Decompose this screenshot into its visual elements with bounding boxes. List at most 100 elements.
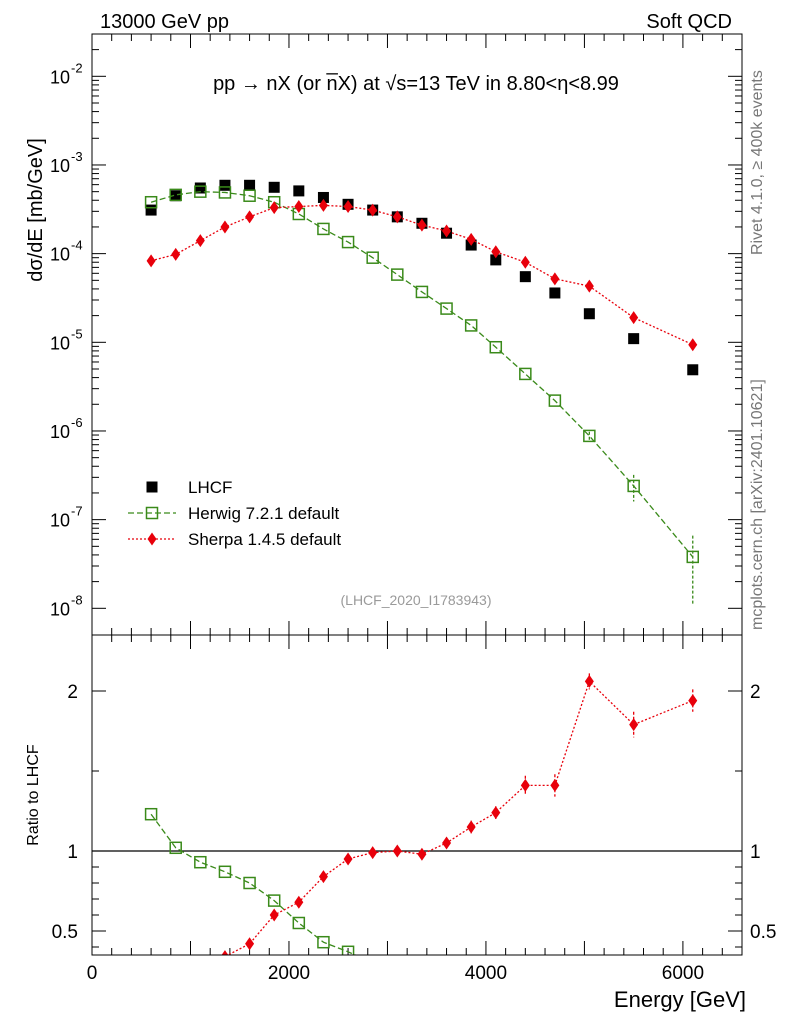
ratio-point bbox=[196, 965, 205, 978]
ratio-point bbox=[520, 993, 531, 1004]
data-point bbox=[550, 272, 560, 286]
data-point bbox=[144, 195, 158, 209]
side-label-bottom: mcplots.cern.ch [arXiv:2401.10621] bbox=[749, 379, 766, 630]
ratio-y-tick-label: 0.5 bbox=[52, 922, 78, 943]
header-right: Soft QCD bbox=[646, 11, 732, 33]
ratio-panel: Ratio to LHCF Energy [GeV] 0.5 0.5 1 1 2 2 0 20… bbox=[25, 634, 776, 1012]
y-tick-label: 10 bbox=[50, 511, 70, 531]
ratio-point bbox=[292, 916, 306, 930]
ratio-point bbox=[584, 999, 595, 1010]
data-point bbox=[245, 210, 255, 224]
data-point bbox=[366, 251, 379, 264]
ratio-point bbox=[549, 996, 560, 1007]
data-point bbox=[549, 287, 561, 299]
ratio-point bbox=[294, 895, 304, 909]
ratio-line-0 bbox=[150, 813, 357, 955]
data-point bbox=[583, 308, 595, 320]
ratio-point bbox=[417, 847, 427, 861]
ratio-point bbox=[416, 978, 427, 989]
ratio-frame bbox=[91, 634, 743, 956]
ratio-y-tick-label: 2 bbox=[67, 682, 78, 703]
data-point bbox=[244, 179, 256, 191]
data-point bbox=[171, 247, 181, 261]
x-tick-label: 0 bbox=[87, 963, 98, 984]
data-point bbox=[341, 235, 355, 249]
ratio-point bbox=[520, 778, 530, 792]
ratio-point bbox=[245, 937, 255, 951]
ratio-point bbox=[341, 945, 355, 955]
data-point bbox=[318, 198, 328, 212]
data-point bbox=[520, 255, 530, 269]
y-tick-exponent: -5 bbox=[71, 326, 83, 341]
main-panel: pp → nX (or n̅X) at √s=13 TeV in 8.80<η<… bbox=[25, 33, 743, 636]
legend-marker bbox=[147, 532, 157, 546]
y-tick-exponent: -4 bbox=[71, 238, 83, 253]
data-point bbox=[268, 181, 280, 193]
ratio-y-tick-label-right: 0.5 bbox=[750, 922, 776, 943]
ratio-point bbox=[584, 674, 594, 688]
data-point bbox=[417, 218, 427, 232]
ratio-point bbox=[441, 983, 452, 994]
ratio-y-tick-label-right: 1 bbox=[750, 842, 761, 863]
legend-marker bbox=[145, 506, 159, 520]
y-tick-label: 10 bbox=[50, 422, 70, 442]
data-point bbox=[519, 271, 531, 283]
ratio-point bbox=[318, 870, 328, 884]
data-point bbox=[415, 285, 429, 299]
y-tick-label: 10 bbox=[50, 156, 70, 176]
data-point bbox=[489, 340, 503, 354]
ratio-point bbox=[466, 986, 477, 997]
data-point bbox=[440, 302, 453, 315]
ratio-point bbox=[221, 950, 229, 955]
data-point bbox=[195, 234, 205, 248]
ratio-point bbox=[343, 852, 353, 866]
ratio-point bbox=[147, 961, 156, 974]
data-point bbox=[688, 338, 698, 352]
data-point bbox=[491, 245, 501, 259]
data-point bbox=[317, 191, 329, 203]
y-tick-label: 10 bbox=[50, 333, 70, 353]
ratio-point bbox=[267, 894, 281, 907]
data-point bbox=[294, 200, 304, 214]
legend-marker bbox=[146, 481, 158, 493]
watermark: (LHCF_2020_I1783943) bbox=[341, 592, 492, 608]
data-point bbox=[368, 203, 378, 217]
data-point bbox=[343, 200, 353, 214]
data-point bbox=[519, 367, 532, 381]
legend-label: Sherpa 1.4.5 default bbox=[188, 530, 341, 549]
data-point bbox=[466, 232, 476, 246]
ratio-y-tick-label: 1 bbox=[67, 842, 78, 863]
y-tick-label: 10 bbox=[50, 245, 70, 265]
data-point bbox=[170, 190, 182, 202]
y-tick-exponent: -3 bbox=[71, 149, 83, 164]
ratio-point bbox=[368, 846, 378, 860]
ratio-y-tick-label-right: 2 bbox=[750, 682, 761, 703]
data-point bbox=[584, 279, 594, 293]
ratio-point bbox=[218, 865, 232, 879]
data-point bbox=[145, 204, 157, 216]
data-point bbox=[490, 254, 502, 266]
x-tick-label: 2000 bbox=[268, 963, 310, 984]
ratio-line-1 bbox=[226, 680, 694, 955]
main-title: pp → nX (or n̅X) at √s=13 TeV in 8.80<η<… bbox=[213, 72, 619, 95]
ratio-point bbox=[269, 908, 279, 922]
y-tick-label: 10 bbox=[50, 599, 70, 619]
ratio-point bbox=[392, 970, 403, 981]
data-point bbox=[269, 201, 279, 215]
data-point bbox=[628, 333, 640, 345]
ratio-y-label: Ratio to LHCF bbox=[25, 744, 42, 846]
ratio-point bbox=[490, 990, 501, 1001]
side-label-top: Rivet 4.1.0, ≥ 400k events bbox=[749, 70, 766, 255]
data-point bbox=[169, 188, 182, 202]
data-point bbox=[442, 224, 452, 238]
data-point bbox=[627, 479, 640, 493]
data-point bbox=[629, 311, 639, 325]
ratio-point bbox=[688, 694, 698, 708]
ratio-point bbox=[317, 935, 330, 949]
ratio-point bbox=[367, 958, 378, 969]
data-point bbox=[686, 550, 700, 564]
ratio-point bbox=[171, 969, 180, 982]
data-point bbox=[687, 364, 699, 376]
y-tick-label: 10 bbox=[50, 67, 70, 87]
